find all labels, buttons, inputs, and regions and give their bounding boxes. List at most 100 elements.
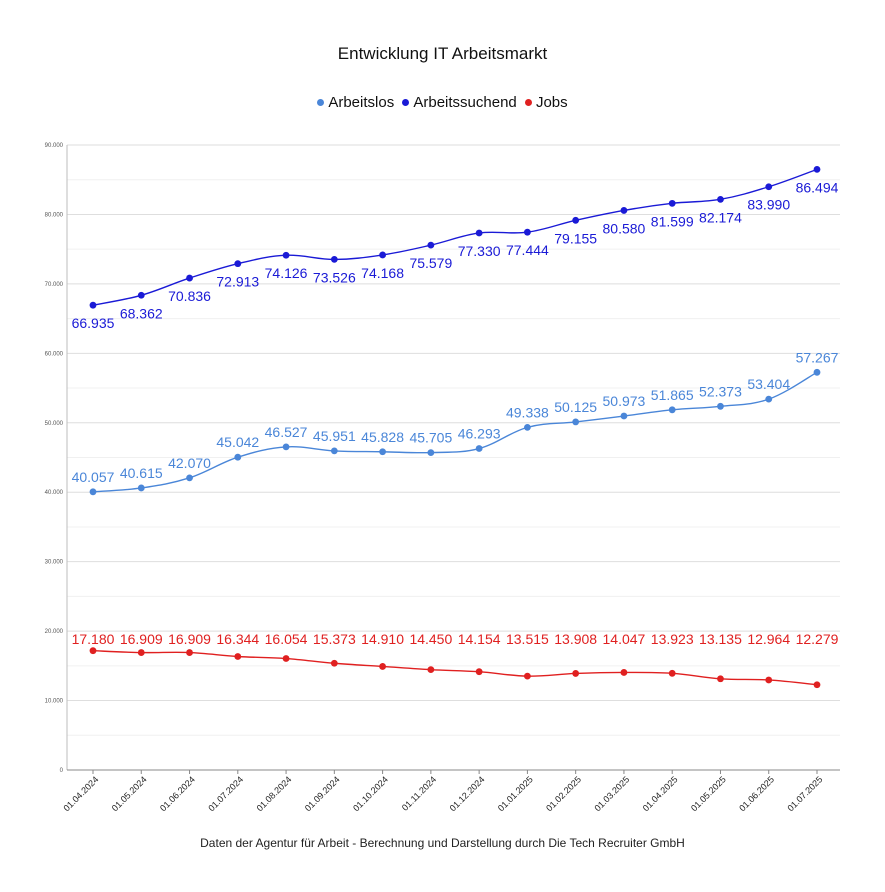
data-label-arbeitssuchend: 77.444 [506,242,549,258]
x-tick-label: 01.02.2025 [544,774,583,813]
data-point-jobs[interactable] [379,663,386,670]
data-label-arbeitssuchend: 80.580 [603,220,646,236]
data-point-jobs[interactable] [524,672,531,680]
data-point-arbeitslos[interactable] [717,402,724,410]
data-label-arbeitssuchend: 86.494 [796,179,839,195]
y-tick-label: 90.000 [45,143,64,149]
data-point-arbeitslos[interactable] [379,448,386,456]
data-point-arbeitssuchend[interactable] [717,195,724,203]
data-point-arbeitssuchend[interactable] [137,291,145,299]
data-point-arbeitslos[interactable] [475,445,483,452]
data-point-arbeitslos[interactable] [186,474,193,482]
data-label-jobs: 15.373 [313,631,356,647]
y-tick-label: 10.000 [45,699,64,705]
data-label-arbeitslos: 45.951 [313,428,356,444]
data-label-arbeitslos: 42.070 [168,455,211,471]
data-label-jobs: 16.344 [216,631,259,647]
x-tick-label: 01.06.2024 [158,774,197,813]
data-label-jobs: 17.180 [72,631,115,647]
data-point-arbeitslos[interactable] [572,418,580,426]
data-point-arbeitssuchend[interactable] [186,274,193,282]
data-point-arbeitslos[interactable] [89,488,97,496]
data-point-jobs[interactable] [572,670,580,677]
data-point-arbeitssuchend[interactable] [765,183,773,191]
data-label-arbeitssuchend: 75.579 [409,255,452,271]
data-point-arbeitslos[interactable] [524,423,531,431]
data-point-arbeitslos[interactable] [668,406,676,414]
data-point-jobs[interactable] [668,669,676,677]
data-point-jobs[interactable] [765,676,773,684]
data-point-jobs[interactable] [427,666,435,674]
data-point-jobs[interactable] [282,655,290,662]
data-label-arbeitssuchend: 81.599 [651,213,694,229]
data-label-jobs: 12.279 [796,631,839,647]
data-labels: 40.057 40.615 42.070 45.042 46.527 45.951 45.8… [72,179,839,647]
data-label-arbeitslos: 45.042 [216,434,259,450]
data-label-jobs: 16.909 [120,631,163,647]
source-note: Daten der Agentur für Arbeit - Berechnun… [200,836,685,850]
axes: 0 10.000 20.000 30.000 40.000 50.000 60.000 70.… [45,143,840,813]
x-tick-label: 01.08.2024 [255,774,294,813]
data-point-jobs[interactable] [137,649,145,656]
y-tick-label: 70.000 [45,282,64,288]
data-label-arbeitslos: 46.527 [265,424,308,440]
data-point-jobs[interactable] [620,669,628,676]
data-point-arbeitssuchend[interactable] [234,260,242,268]
data-point-arbeitssuchend[interactable] [620,207,628,214]
data-label-arbeitslos: 52.373 [699,383,742,399]
data-point-arbeitslos[interactable] [282,443,290,451]
data-label-arbeitslos: 50.125 [554,399,597,415]
data-point-arbeitslos[interactable] [765,395,773,403]
legend-label-arbeitslos: Arbeitslos [328,94,395,111]
data-point-jobs[interactable] [89,647,97,655]
data-label-arbeitssuchend: 73.526 [313,269,356,285]
data-point-arbeitslos[interactable] [234,453,242,461]
y-tick-label: 20.000 [45,629,64,635]
y-tick-label: 0 [60,768,64,774]
legend-label-jobs: Jobs [535,94,568,111]
legend-item-jobs[interactable]: Jobs [524,94,568,111]
y-tick-label: 40.000 [45,490,64,496]
data-label-arbeitssuchend: 68.362 [120,305,163,321]
data-label-arbeitssuchend: 79.155 [554,230,597,246]
data-point-arbeitssuchend[interactable] [89,301,97,309]
data-point-arbeitssuchend[interactable] [572,216,580,224]
data-label-arbeitslos: 53.404 [747,376,790,392]
data-label-jobs: 14.450 [409,631,452,647]
chart-legend: Arbeitslos Arbeitssuchend Jobs [0,94,885,111]
data-point-arbeitssuchend[interactable] [282,251,290,259]
data-point-jobs[interactable] [330,659,338,667]
data-label-arbeitssuchend: 72.913 [216,274,259,290]
data-label-arbeitslos: 46.293 [458,426,501,442]
data-point-arbeitslos[interactable] [137,484,145,492]
data-point-jobs[interactable] [234,653,242,660]
data-point-arbeitslos[interactable] [330,447,338,455]
legend-item-arbeitslos[interactable]: Arbeitslos [317,94,394,111]
y-tick-label: 30.000 [45,560,64,566]
data-point-arbeitssuchend[interactable] [330,256,338,263]
data-point-arbeitssuchend[interactable] [813,165,821,173]
x-tick-label: 01.07.2025 [785,774,824,813]
data-point-arbeitslos[interactable] [620,412,628,420]
data-point-arbeitssuchend[interactable] [475,229,483,237]
data-point-arbeitssuchend[interactable] [427,241,435,249]
series-line-arbeitslos [92,371,818,493]
data-point-jobs[interactable] [813,681,821,689]
data-label-jobs: 16.054 [265,631,308,647]
data-label-jobs: 14.910 [361,631,404,647]
data-point-arbeitslos[interactable] [427,449,435,457]
chart-title: Entwicklung IT Arbeitsmarkt [337,44,548,63]
data-point-arbeitssuchend[interactable] [668,199,676,207]
data-point-jobs[interactable] [186,649,193,656]
data-point-jobs[interactable] [475,668,483,676]
data-point-arbeitssuchend[interactable] [379,251,386,259]
data-point-arbeitssuchend[interactable] [524,228,531,236]
data-point-arbeitslos[interactable] [813,368,821,376]
data-point-jobs[interactable] [717,675,724,683]
y-tick-label: 80.000 [45,212,64,218]
data-label-arbeitssuchend: 82.174 [699,209,742,225]
x-tick-label: 01.07.2024 [206,774,245,813]
legend-item-arbeitssuchend[interactable]: Arbeitssuchend [402,94,517,111]
data-label-arbeitslos: 40.615 [120,465,163,481]
data-label-arbeitssuchend: 66.935 [72,315,115,331]
